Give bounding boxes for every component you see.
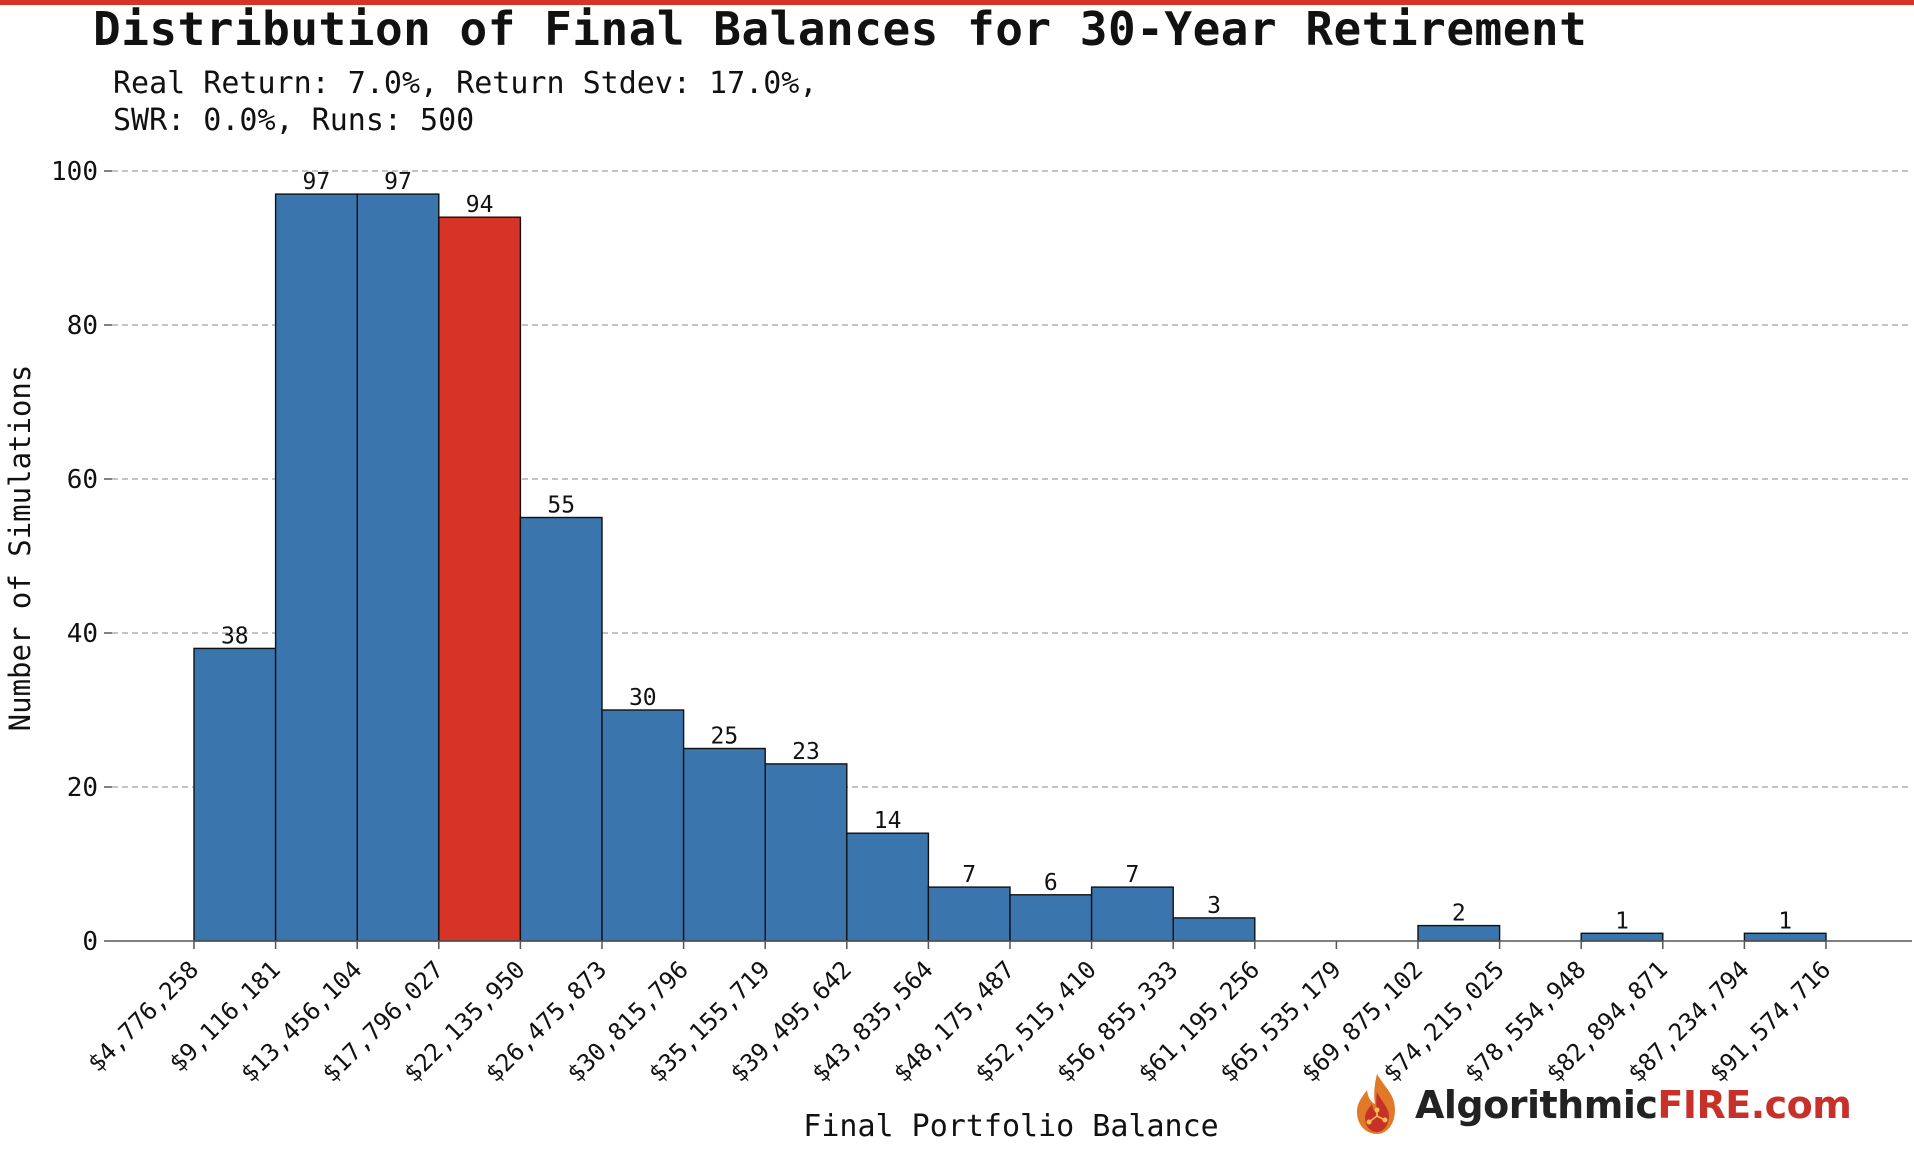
histogram-bar [846, 832, 930, 942]
bar-value-label: 3 [1207, 893, 1221, 919]
y-tick-label: 40 [67, 619, 98, 649]
histogram-bar [601, 709, 685, 942]
brand-logo: AlgorithmicFIRE.com [1347, 1070, 1852, 1140]
bar-value-label: 97 [384, 169, 412, 195]
chart-subtitle-line2: SWR: 0.0%, Runs: 500 [113, 103, 475, 138]
y-tick-label: 80 [67, 311, 98, 341]
top-accent-stripe [0, 0, 1914, 5]
histogram-bar [682, 747, 766, 942]
bars [193, 193, 1827, 942]
bar-value-label: 14 [874, 808, 902, 834]
histogram-bar [1580, 932, 1664, 942]
flame-circuit-icon [1357, 1074, 1395, 1134]
histogram-bar [1417, 924, 1501, 942]
brand-name: AlgorithmicFIRE.com [1415, 1083, 1852, 1127]
histogram-bar [764, 763, 848, 942]
y-axis-label: Number of Simulations [3, 365, 37, 732]
bar-value-label: 30 [629, 685, 657, 711]
histogram-bar [438, 216, 522, 942]
y-tick-label: 100 [51, 157, 98, 187]
histogram-bar [927, 886, 1011, 942]
histogram-bar [519, 516, 603, 942]
bar-value-label: 2 [1452, 901, 1466, 927]
bar-value-labels: 38 97 97 94 55 30 25 23 14 7 6 7 3 2 1 1 [221, 169, 1792, 934]
x-axis-label: Final Portfolio Balance [803, 1109, 1218, 1144]
histogram-bar [1172, 917, 1256, 942]
bar-value-label: 23 [792, 739, 820, 765]
bar-value-label: 6 [1044, 870, 1058, 896]
y-tick-label: 60 [67, 465, 98, 495]
bar-value-label: 38 [221, 623, 249, 649]
bar-value-label: 1 [1778, 908, 1792, 934]
histogram-bar [193, 647, 277, 942]
histogram-bar [356, 193, 440, 942]
histogram-bar [1009, 894, 1093, 942]
bar-value-label: 25 [711, 724, 739, 750]
x-axis-ticks: $4,776,258$9,116,181$13,456,104$17,796,0… [82, 941, 1836, 1088]
histogram-bar [274, 193, 358, 942]
chart-subtitle-line1: Real Return: 7.0%, Return Stdev: 17.0%, [113, 66, 818, 101]
y-tick-label: 20 [67, 773, 98, 803]
histogram-bar [1743, 932, 1827, 942]
bar-value-label: 7 [962, 862, 976, 888]
histogram-bar [1090, 886, 1174, 942]
y-tick-label: 0 [82, 927, 98, 957]
bar-value-label: 55 [547, 493, 575, 519]
chart-title: Distribution of Final Balances for 30-Ye… [93, 2, 1588, 56]
bar-value-label: 94 [466, 192, 494, 218]
bar-value-label: 97 [303, 169, 331, 195]
y-axis-ticks: 0 20 40 60 80 100 [51, 157, 112, 957]
bar-value-label: 7 [1125, 862, 1139, 888]
bar-value-label: 1 [1615, 908, 1629, 934]
